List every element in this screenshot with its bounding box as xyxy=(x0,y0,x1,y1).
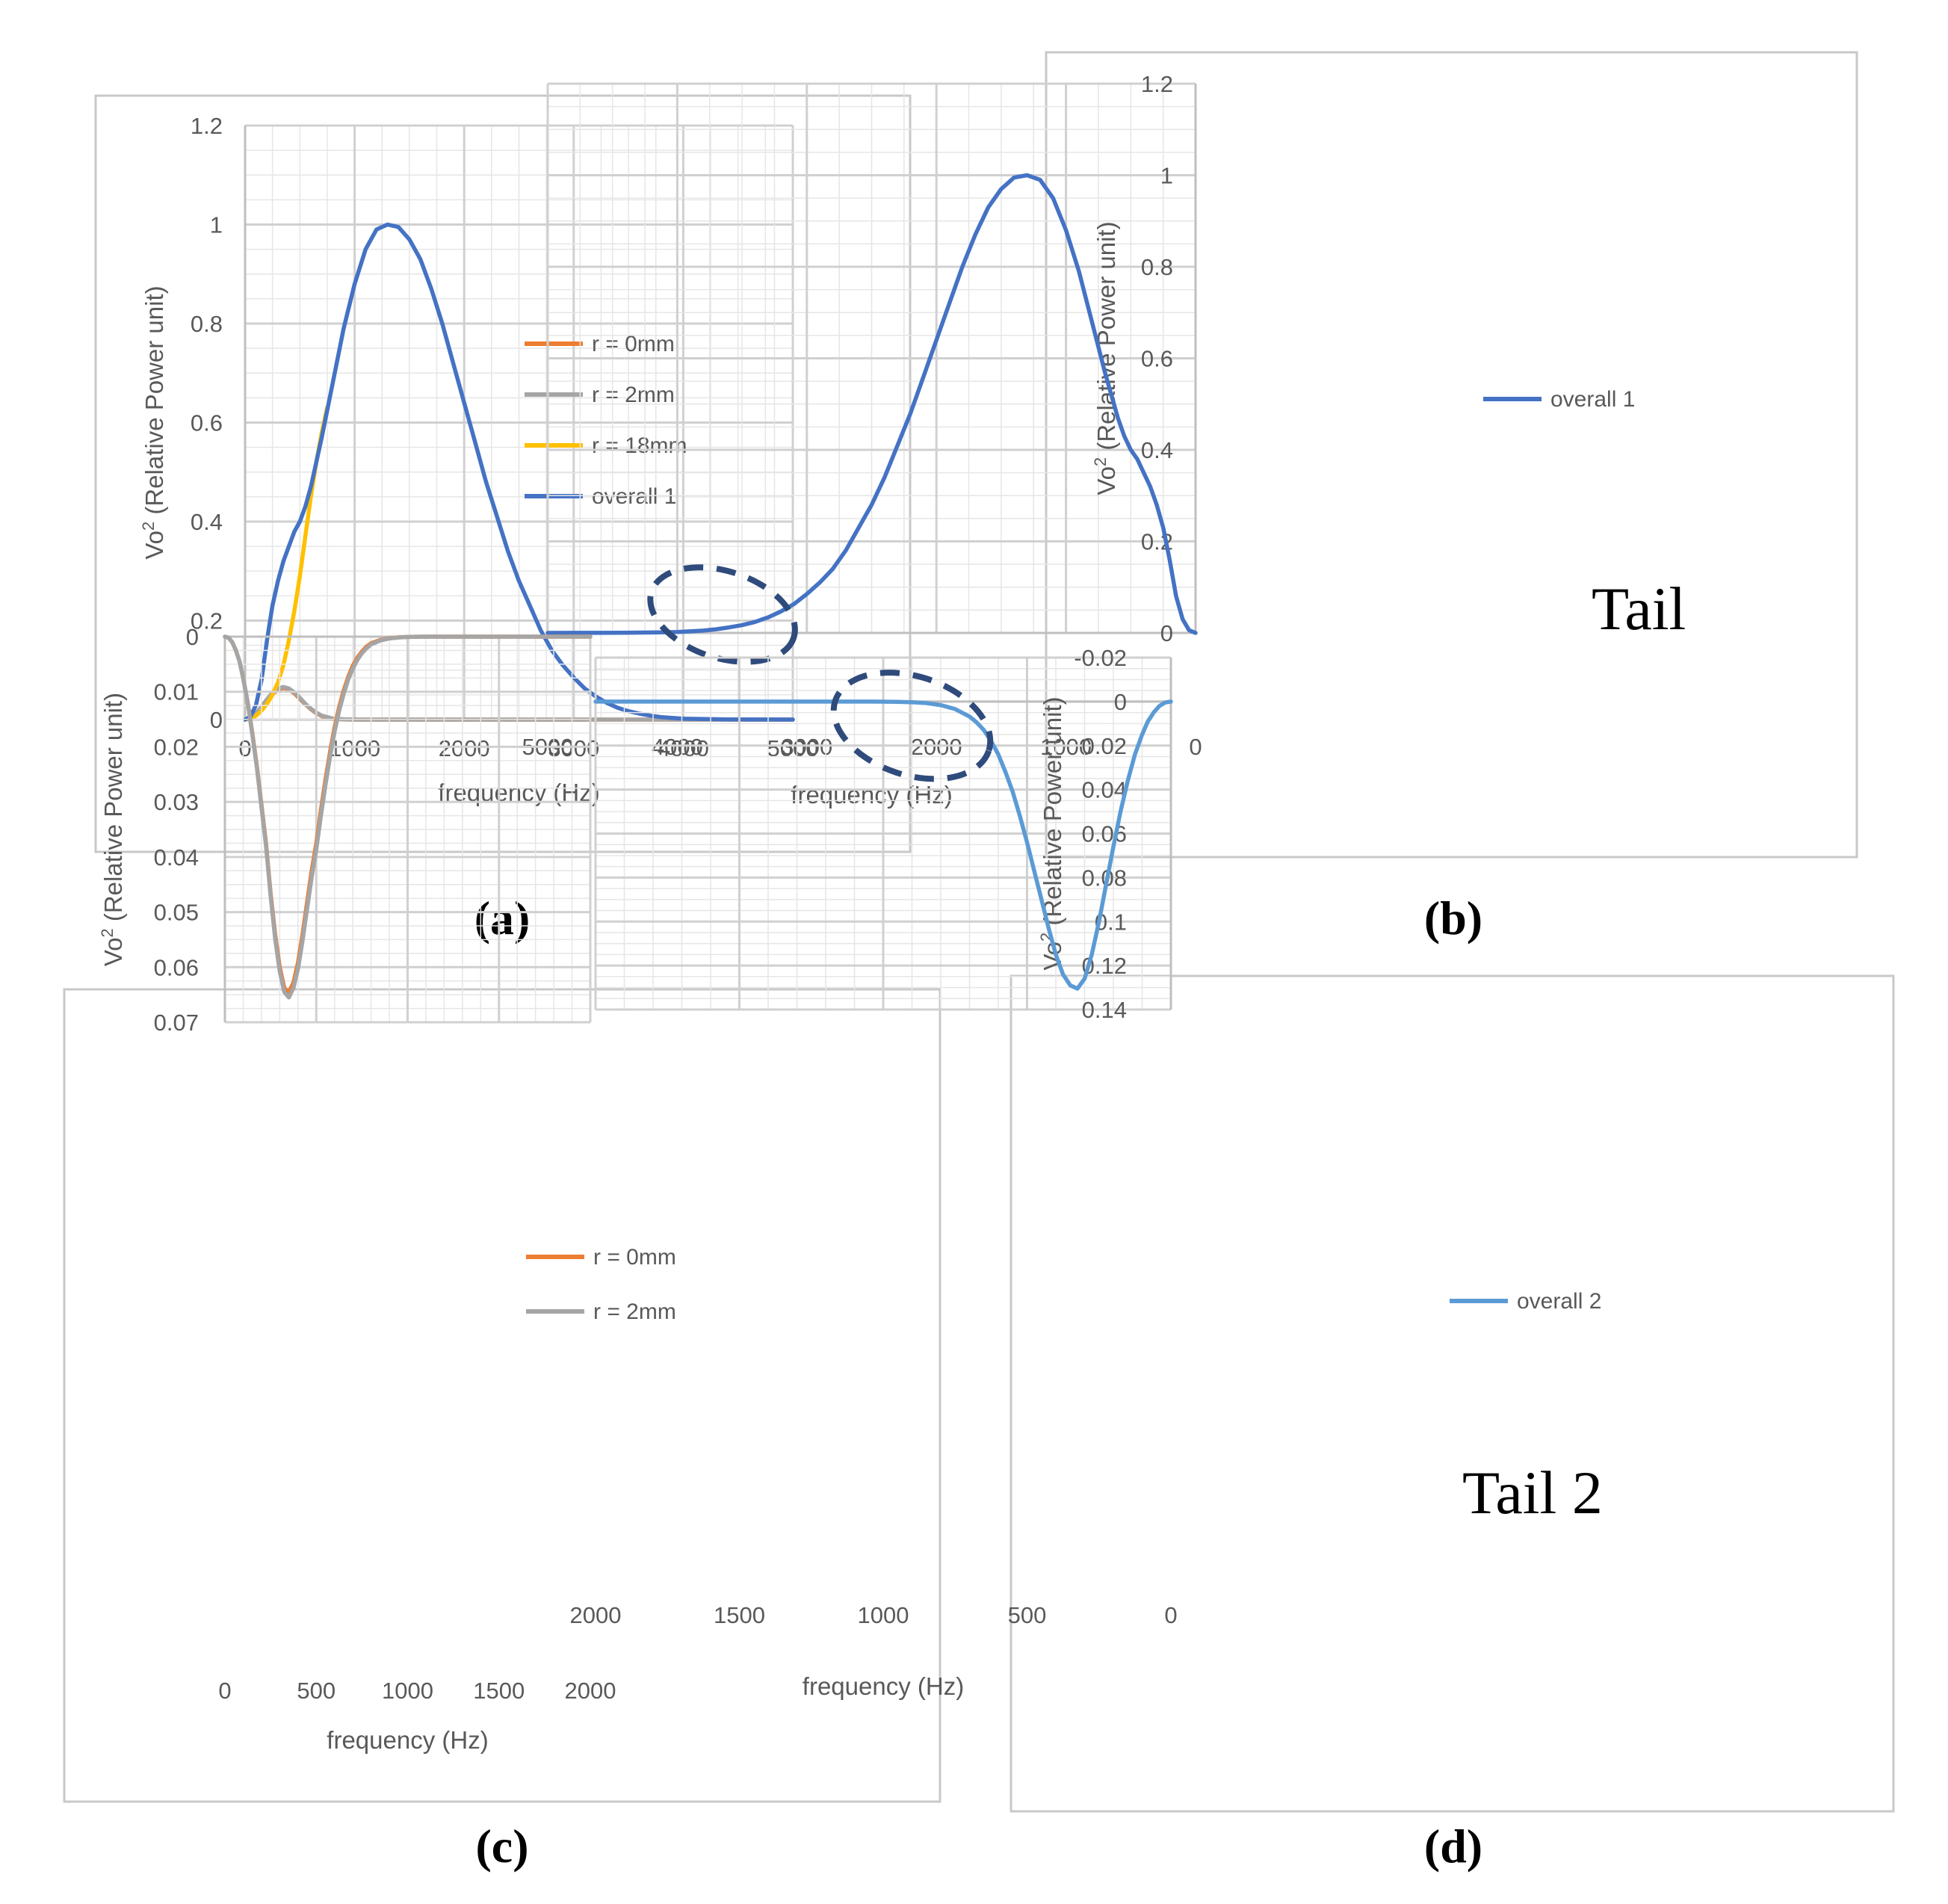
y-axis-title-rest: (Relative Power unit) xyxy=(140,285,168,521)
x-tick-label: 0 xyxy=(238,735,251,761)
legend-label: overall 1 xyxy=(1550,387,1635,412)
x-tick-label: 4000 xyxy=(652,734,703,760)
x-tick-label: 1500 xyxy=(473,1678,525,1704)
series-line-overall-2 xyxy=(593,699,1173,991)
y-tick-label: 0.8 xyxy=(1141,254,1173,280)
y-tick-label: 0.06 xyxy=(154,954,199,980)
x-tick-label: 2000 xyxy=(439,735,490,761)
x-tick-label: 0 xyxy=(218,1678,231,1704)
x-tick-label: 0 xyxy=(1164,1602,1177,1628)
x-tick-label: 2000 xyxy=(570,1602,622,1628)
chart-frame xyxy=(63,988,941,1803)
legend-label: r = 2mm xyxy=(592,383,675,407)
y-tick-label: 0.05 xyxy=(154,900,199,926)
y-tick-label: 1.2 xyxy=(191,113,223,139)
y-tick-label: 1 xyxy=(1160,163,1173,189)
y-axis-title-superscript: 2 xyxy=(139,522,158,531)
y-tick-label: 0 xyxy=(1114,689,1127,715)
y-tick-label: 0 xyxy=(186,624,199,650)
y-tick-label: 0.8 xyxy=(191,311,223,337)
y-tick-label: 0.02 xyxy=(1082,733,1127,759)
y-axis-title-rest: (Relative Power unit) xyxy=(99,693,127,928)
y-axis-title-rest: (Relative Power unit) xyxy=(1039,696,1066,932)
gridlines xyxy=(223,635,592,1024)
panel-caption: (b) xyxy=(1424,891,1482,945)
x-tick-label: 1000 xyxy=(1040,734,1092,760)
legend-label: overall 1 xyxy=(592,484,676,509)
y-tick-label: 0.02 xyxy=(154,734,199,760)
chart-frame xyxy=(1045,51,1858,859)
y-tick-label: 0.04 xyxy=(1082,777,1127,803)
legend: r = 0mm r = 2mm xyxy=(526,1245,676,1324)
y-tick-label: 0.14 xyxy=(1082,997,1127,1023)
legend-label: r = 18mm xyxy=(592,433,687,458)
gridlines xyxy=(546,82,1197,634)
y-tick-label: 0.4 xyxy=(1141,437,1173,463)
y-axis-title: Vo2 (Relative Power unit) xyxy=(1037,696,1066,970)
series-line-overall-1 xyxy=(545,173,1198,635)
y-tick-label: 0.06 xyxy=(1082,821,1127,847)
y-axis-title: Vo2 (Relative Power unit) xyxy=(98,693,127,966)
series-line-r-2mm xyxy=(223,634,593,1000)
tail-annotation-label: Tail 2 xyxy=(1462,1459,1603,1527)
x-axis-title: frequency (Hz) xyxy=(803,1672,964,1700)
y-axis-title: Vo2 (Relative Power unit) xyxy=(1091,221,1120,495)
y-tick-label: 0.04 xyxy=(154,844,199,871)
y-axis-title-base: Vo xyxy=(1092,466,1120,495)
x-tick-label: 1000 xyxy=(382,1678,433,1704)
tail-annotation-label: Tail xyxy=(1592,575,1686,643)
y-axis-title-base: Vo xyxy=(99,938,127,967)
x-tick-label: 1500 xyxy=(714,1602,765,1628)
x-tick-label: 500 xyxy=(1008,1602,1047,1628)
y-tick-label: 0.07 xyxy=(154,1010,199,1036)
y-axis-title-superscript: 2 xyxy=(98,928,117,937)
x-tick-label: 0 xyxy=(1189,734,1202,760)
legend-label: overall 2 xyxy=(1517,1289,1601,1314)
legend-label: r = 0mm xyxy=(593,1245,676,1270)
x-tick-label: 3000 xyxy=(781,734,832,760)
panel-caption: (a) xyxy=(474,891,531,945)
y-tick-label: 1.2 xyxy=(1141,71,1173,97)
tail-annotation-ellipse xyxy=(647,564,798,665)
y-tick-label: 0.2 xyxy=(191,608,223,634)
chart-panel-c: 0 500 1000 1500 2000 0 0.01 0.02 0.03 0.04 0.05 0.0… xyxy=(63,624,941,1873)
y-tick-label: 1 xyxy=(210,212,223,238)
panel-caption: (c) xyxy=(475,1820,528,1873)
y-tick-label: 0.01 xyxy=(154,679,199,705)
legend: overall 1 xyxy=(1483,387,1635,412)
y-axis-title: Vo2 (Relative Power unit) xyxy=(139,285,168,559)
x-tick-label: 1000 xyxy=(329,735,380,761)
tail-annotation-ellipse xyxy=(830,670,994,782)
x-axis-title: frequency (Hz) xyxy=(327,1726,488,1754)
y-tick-label: 0.03 xyxy=(154,789,199,815)
legend: overall 2 xyxy=(1450,1289,1601,1314)
chart-panel-b: 01000200030004000500000.20.40.60.811.2fr… xyxy=(522,51,1858,945)
x-tick-label: 2000 xyxy=(911,734,962,760)
y-tick-label: 0 xyxy=(210,707,223,733)
chart-panel-d: 0500100015002000-0.0200.020.040.060.080.… xyxy=(570,645,1895,1873)
series-line-overall-1 xyxy=(243,222,795,722)
x-tick-label: 2000 xyxy=(565,1678,616,1704)
y-axis-title-base: Vo xyxy=(140,531,168,560)
y-tick-label: -0.02 xyxy=(1074,645,1127,671)
x-tick-label: 500 xyxy=(297,1678,336,1704)
chart-frame xyxy=(1009,974,1895,1813)
y-tick-label: 0 xyxy=(1160,620,1173,646)
legend-label: r = 2mm xyxy=(593,1299,676,1324)
panel-caption: (d) xyxy=(1424,1820,1482,1873)
chart-panel-a: 0 1000 2000 3000 4000 500000.20.40.60.811.2fr… xyxy=(94,94,912,945)
y-tick-label: 0.6 xyxy=(191,410,223,436)
x-tick-label: 1000 xyxy=(858,1602,909,1628)
y-tick-label: 0.6 xyxy=(1141,346,1173,372)
y-tick-label: 0.4 xyxy=(191,509,223,535)
y-axis-title-superscript: 2 xyxy=(1091,457,1110,466)
x-axis-title: frequency (Hz) xyxy=(791,781,952,809)
